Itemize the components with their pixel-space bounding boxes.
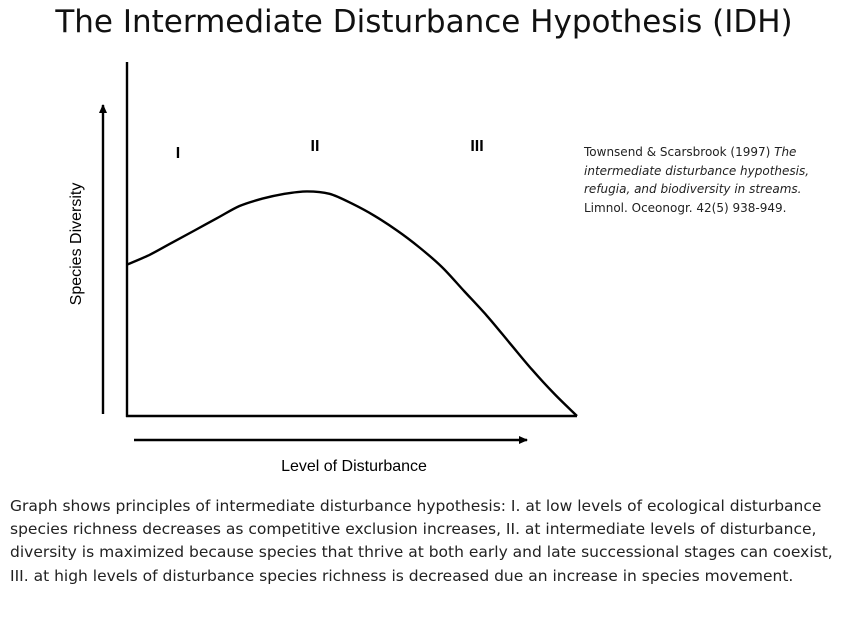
citation-journal: Limnol. Oceonogr. 42(5) 938-949.	[584, 200, 787, 215]
page-title: The Intermediate Disturbance Hypothesis …	[55, 4, 793, 40]
citation-authors: Townsend & Scarsbrook (1997)	[584, 145, 775, 159]
citation-article-title: The intermediate disturbance hypothesis,…	[584, 145, 810, 196]
y-axis-label: Species Diversity	[68, 183, 85, 306]
citation: Townsend & Scarsbrook (1997) The interme…	[584, 143, 846, 217]
region-label-i: I	[176, 145, 180, 162]
region-label-iii: III	[470, 138, 483, 155]
figure-caption: Graph shows principles of intermediate d…	[10, 497, 833, 585]
region-label-ii: II	[311, 138, 320, 155]
idh-chart: I II III Level of Disturbance Species Di…	[68, 62, 578, 475]
x-axis-label: Level of Disturbance	[281, 458, 427, 475]
series-line	[126, 190, 578, 417]
